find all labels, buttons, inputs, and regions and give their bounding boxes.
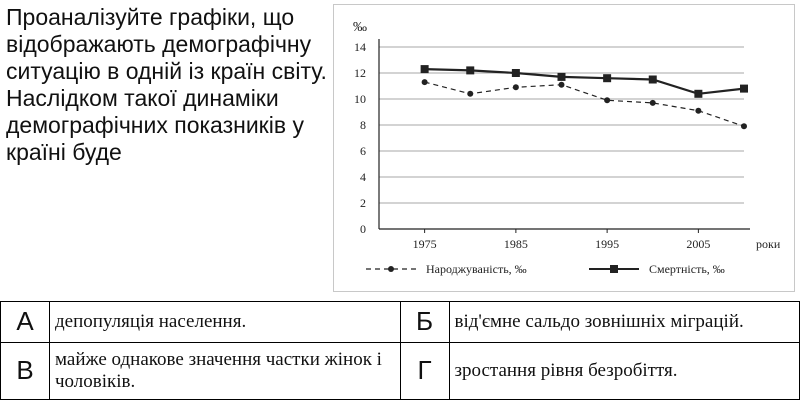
series-point-1 — [421, 79, 428, 86]
y-tick-label: 2 — [360, 196, 366, 210]
x-tick-label: 1995 — [595, 237, 619, 251]
series-point-2 — [511, 69, 520, 77]
answer-text-a[interactable]: депопуляція населення. — [49, 301, 401, 343]
answer-row: А депопуляція населення. Б від'ємне саль… — [0, 301, 800, 343]
series-point-2 — [420, 65, 429, 74]
answer-text-c[interactable]: майже однакове значення частки жінок і ч… — [49, 341, 401, 400]
y-axis-label: ‰ — [353, 20, 367, 35]
series-point-1 — [649, 99, 656, 106]
series-point-2 — [603, 74, 612, 83]
line-chart: 0 2 4 6 8 10 12 14 1975 1985 1995 2005 ‰ роки Народжув… — [353, 20, 781, 276]
series-point-1 — [741, 123, 747, 130]
series-point-2 — [557, 72, 566, 81]
x-axis-label: роки — [756, 237, 781, 251]
y-tick-label: 4 — [360, 170, 366, 184]
y-tick-label: 6 — [360, 144, 366, 158]
answer-row: В майже однакове значення частки жінок і… — [0, 341, 800, 400]
x-tick-label: 1975 — [413, 237, 437, 251]
series-point-2 — [740, 84, 748, 93]
y-tick-label: 0 — [360, 222, 366, 236]
y-tick-label: 14 — [354, 40, 366, 54]
legend-label-2: Смертність, ‰ — [649, 262, 725, 276]
x-tick-label: 2005 — [686, 237, 710, 251]
series-point-2 — [466, 66, 475, 75]
series-point-1 — [604, 97, 611, 104]
series-point-1 — [695, 107, 702, 114]
answer-letter-d[interactable]: Г — [399, 341, 450, 400]
series-point-1 — [467, 90, 474, 97]
answer-letter-b[interactable]: Б — [399, 301, 450, 343]
answer-table: А депопуляція населення. Б від'ємне саль… — [0, 301, 800, 400]
y-tick-label: 8 — [360, 118, 366, 132]
answer-letter-a[interactable]: А — [0, 301, 50, 343]
series-line-2 — [424, 68, 745, 95]
question-text: Проаналізуйте графіки, що відображають д… — [6, 4, 327, 165]
series-point-2 — [694, 89, 703, 98]
answer-letter-c[interactable]: В — [0, 341, 50, 400]
series-point-1 — [558, 81, 565, 88]
y-tick-label: 10 — [354, 92, 366, 106]
legend-label-1: Народжуваність, ‰ — [426, 262, 527, 276]
x-tick-label: 1985 — [504, 237, 528, 251]
series-point-2 — [648, 75, 657, 84]
y-tick-label: 12 — [354, 66, 366, 80]
legend-marker-2 — [610, 265, 618, 273]
answer-text-d[interactable]: зростання рівня безробіття. — [448, 341, 800, 400]
chart-frame: 0 2 4 6 8 10 12 14 1975 1985 1995 2005 ‰ роки Народжув… — [333, 4, 795, 292]
series-line-1 — [424, 81, 745, 127]
answer-text-b[interactable]: від'ємне сальдо зовнішніх міграцій. — [448, 301, 800, 343]
series-point-1 — [512, 84, 519, 91]
legend-marker-1 — [388, 266, 394, 272]
